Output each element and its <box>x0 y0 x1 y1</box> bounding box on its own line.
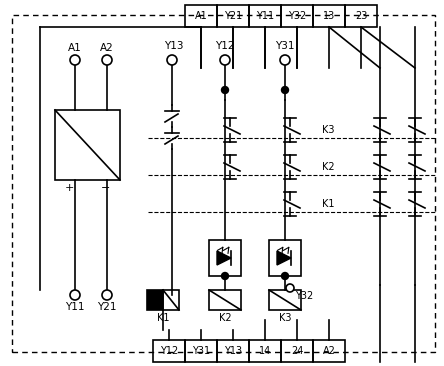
Circle shape <box>102 290 112 300</box>
Bar <box>345 5 377 27</box>
Text: K3: K3 <box>322 125 334 135</box>
Text: Y32: Y32 <box>288 11 306 21</box>
Text: Y21: Y21 <box>224 11 242 21</box>
Bar <box>249 5 281 27</box>
Bar <box>269 290 301 310</box>
Bar <box>147 290 163 310</box>
Bar <box>163 290 179 310</box>
Text: K1: K1 <box>322 199 334 209</box>
Circle shape <box>70 290 80 300</box>
Text: Y11: Y11 <box>65 302 85 312</box>
Text: Y12: Y12 <box>215 41 235 51</box>
Text: −: − <box>101 183 111 193</box>
Bar <box>249 340 281 362</box>
Text: A1: A1 <box>68 43 82 53</box>
Bar <box>153 340 185 362</box>
Circle shape <box>222 273 229 280</box>
Polygon shape <box>217 251 231 265</box>
Text: 14: 14 <box>259 346 271 356</box>
Bar <box>313 340 345 362</box>
Bar <box>209 240 241 276</box>
Text: A2: A2 <box>322 346 335 356</box>
Text: Y12: Y12 <box>160 346 178 356</box>
Bar <box>269 240 301 276</box>
Circle shape <box>281 273 289 280</box>
Bar <box>313 5 345 27</box>
Bar <box>281 340 313 362</box>
Bar <box>185 340 217 362</box>
Bar <box>281 5 313 27</box>
Bar <box>55 110 120 180</box>
Bar <box>217 5 249 27</box>
Bar <box>185 5 217 27</box>
Text: Y21: Y21 <box>97 302 117 312</box>
Text: Y13: Y13 <box>164 41 184 51</box>
Circle shape <box>286 284 294 292</box>
Text: Y11: Y11 <box>256 11 274 21</box>
Text: K1: K1 <box>157 313 169 323</box>
Bar <box>209 290 241 310</box>
Text: 13: 13 <box>323 11 335 21</box>
Text: Y31: Y31 <box>192 346 210 356</box>
Bar <box>217 340 249 362</box>
Text: Y13: Y13 <box>224 346 242 356</box>
Circle shape <box>167 55 177 65</box>
Polygon shape <box>277 251 291 265</box>
Circle shape <box>220 55 230 65</box>
Text: 23: 23 <box>355 11 367 21</box>
Text: +: + <box>64 183 74 193</box>
Text: A2: A2 <box>100 43 114 53</box>
Text: K2: K2 <box>219 313 231 323</box>
Circle shape <box>281 86 289 93</box>
Text: A1: A1 <box>194 11 207 21</box>
Text: Y32: Y32 <box>295 291 313 301</box>
Text: Y31: Y31 <box>275 41 295 51</box>
Text: K2: K2 <box>322 162 334 172</box>
Text: 24: 24 <box>291 346 303 356</box>
Circle shape <box>70 55 80 65</box>
Circle shape <box>102 55 112 65</box>
Circle shape <box>280 55 290 65</box>
Circle shape <box>222 86 229 93</box>
Text: K3: K3 <box>279 313 291 323</box>
